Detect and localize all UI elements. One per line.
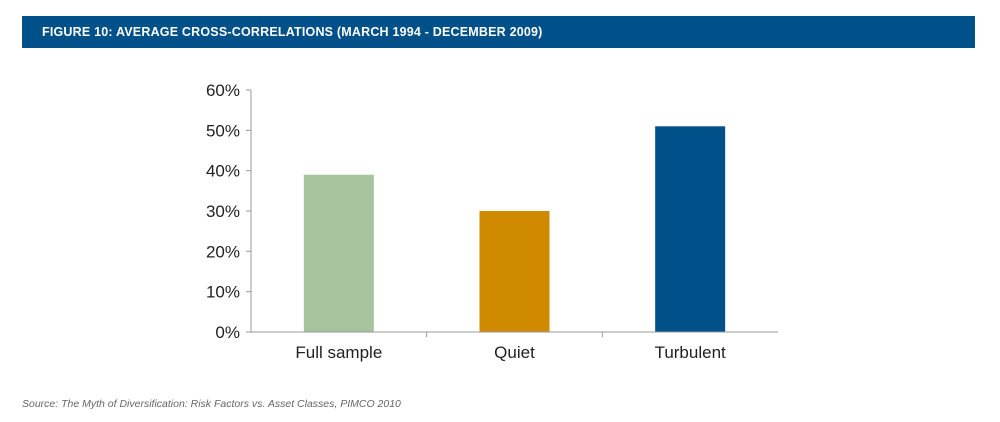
x-tick-label: Turbulent (655, 343, 726, 362)
bar (303, 174, 374, 332)
bar (479, 211, 550, 332)
x-axis-labels: Full sample Quiet Turbulent (295, 332, 726, 362)
bar (655, 126, 726, 332)
bars (303, 126, 726, 332)
y-tick-label: 10% (206, 283, 240, 302)
y-tick-label: 30% (206, 202, 240, 221)
x-tick-label: Quiet (494, 343, 535, 362)
y-tick-label: 20% (206, 242, 240, 261)
x-tick-label: Full sample (295, 343, 382, 362)
y-tick-label: 50% (206, 121, 240, 140)
source-note: Source: The Myth of Diversification: Ris… (22, 398, 401, 410)
y-axis-ticks: 0% 10% 20% 30% 40% 50% 60% (206, 81, 251, 342)
y-tick-label: 40% (206, 162, 240, 181)
y-tick-label: 0% (215, 323, 240, 342)
y-tick-label: 60% (206, 81, 240, 100)
figure-title: FIGURE 10: AVERAGE CROSS-CORRELATIONS (M… (42, 25, 543, 39)
figure-title-banner: FIGURE 10: AVERAGE CROSS-CORRELATIONS (M… (22, 16, 975, 48)
